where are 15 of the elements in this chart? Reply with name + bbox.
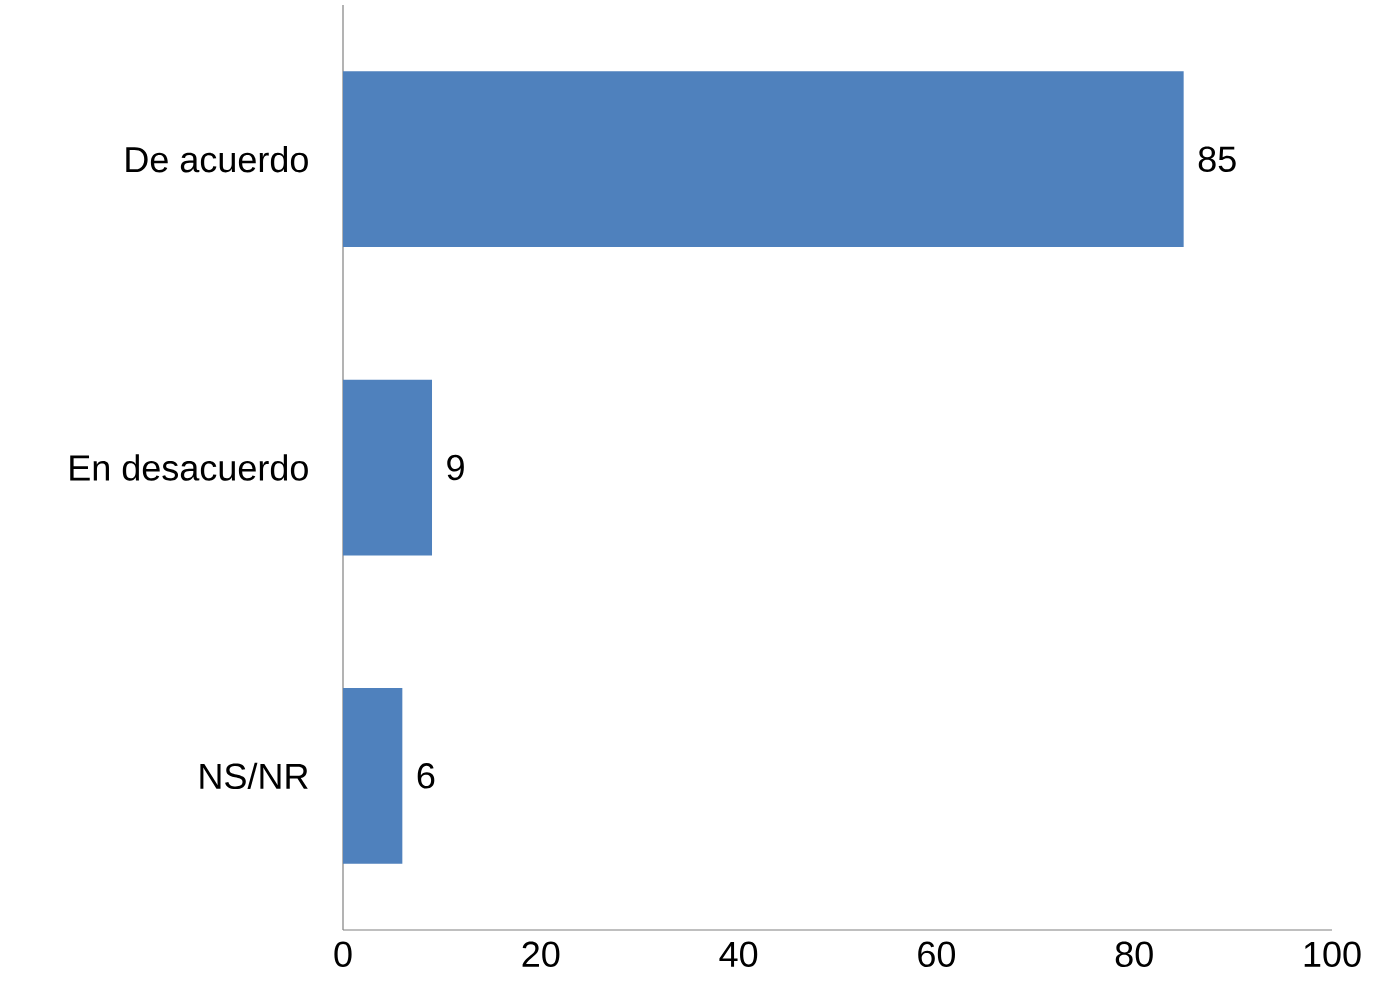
y-tick-label: En desacuerdo [70, 454, 308, 481]
data-label: 6 [417, 763, 435, 789]
x-tick-label: 0 [334, 941, 352, 968]
data-label: 85 [1198, 146, 1236, 172]
x-tick-label: 20 [522, 941, 560, 968]
data-label: 9 [447, 454, 464, 481]
x-tick-label: 60 [918, 941, 956, 968]
bar [343, 71, 1184, 248]
x-tick-label: 80 [1115, 941, 1153, 968]
x-tick-label: 40 [719, 941, 758, 968]
bar [343, 379, 433, 556]
x-tick-label: 100 [1304, 941, 1361, 968]
bar [343, 687, 403, 864]
y-tick-label: De acuerdo [126, 145, 308, 173]
y-tick-label: NS/NR [200, 762, 308, 790]
